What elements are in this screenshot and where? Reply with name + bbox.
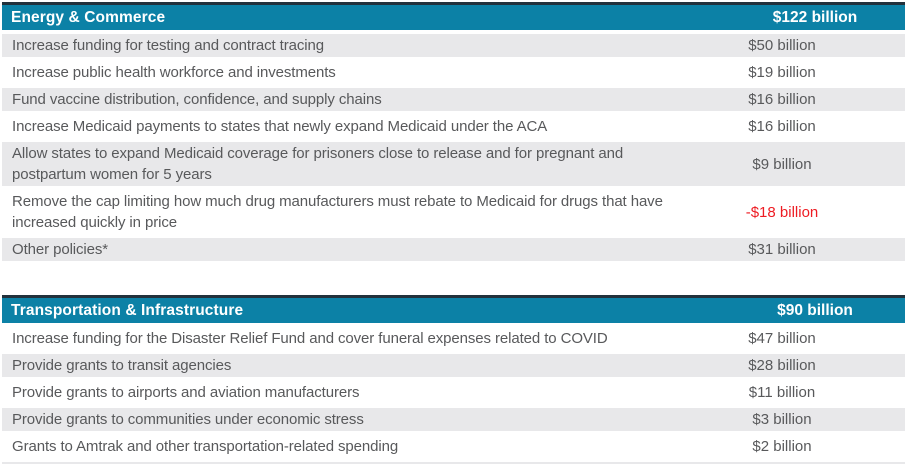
section-transportation-infrastructure: Transportation & Infrastructure $90 bill… (2, 295, 905, 464)
table-row: Increase Medicaid payments to states tha… (2, 115, 905, 142)
row-label: Provide grants to airports and aviation … (12, 384, 360, 401)
row-label: Fund vaccine distribution, confidence, a… (12, 91, 382, 108)
table-row: Allow states to expand Medicaid coverage… (2, 142, 905, 190)
table-row: Fund vaccine distribution, confidence, a… (2, 88, 905, 115)
row-label: Allow states to expand Medicaid coverage… (12, 145, 624, 183)
row-amount: $19 billion (748, 64, 816, 81)
row-amount: $2 billion (752, 438, 812, 455)
row-amount: $11 billion (748, 384, 816, 401)
table-row: Increase funding for testing and contrac… (2, 34, 905, 61)
section-total: $122 billion (772, 8, 858, 26)
row-amount: $47 billion (748, 330, 816, 347)
table-row: Increase funding for the Disaster Relief… (2, 327, 905, 354)
table-row: Increase public health workforce and inv… (2, 61, 905, 88)
row-label: Remove the cap limiting how much drug ma… (12, 193, 663, 231)
table-row: Grants to Amtrak and other transportatio… (2, 435, 905, 462)
row-label: Increase funding for testing and contrac… (12, 37, 324, 54)
row-label: Increase public health workforce and inv… (12, 64, 336, 81)
row-label: Provide grants to transit agencies (12, 357, 232, 374)
row-amount: $50 billion (748, 37, 816, 54)
row-label: Increase funding for the Disaster Relief… (12, 330, 608, 347)
table-row: Remove the cap limiting how much drug ma… (2, 190, 905, 238)
section-energy-commerce: Energy & Commerce $122 billion Increase … (2, 2, 905, 265)
row-label: Increase Medicaid payments to states tha… (12, 118, 548, 135)
partial-next-row (2, 462, 905, 464)
row-label: Other policies* (12, 241, 109, 258)
section-title: Transportation & Infrastructure (11, 301, 244, 319)
row-amount: $9 billion (752, 155, 812, 173)
section-title: Energy & Commerce (11, 8, 166, 26)
table-row: Provide grants to airports and aviation … (2, 381, 905, 408)
row-amount: $31 billion (748, 241, 816, 258)
section-gap (2, 265, 905, 295)
row-amount: $16 billion (748, 91, 816, 108)
row-label: Provide grants to communities under econ… (12, 411, 364, 428)
table-row: Provide grants to communities under econ… (2, 408, 905, 435)
table-row: Provide grants to transit agencies $28 b… (2, 354, 905, 381)
section-header: Transportation & Infrastructure $90 bill… (2, 295, 905, 323)
section-total: $90 billion (777, 301, 853, 319)
table-row: Other policies* $31 billion (2, 238, 905, 265)
row-amount: $3 billion (752, 411, 812, 428)
row-amount: $16 billion (748, 118, 816, 135)
row-amount: $28 billion (748, 357, 816, 374)
row-label: Grants to Amtrak and other transportatio… (12, 438, 399, 455)
row-amount-negative: -$18 billion (745, 203, 819, 221)
section-header: Energy & Commerce $122 billion (2, 2, 905, 30)
